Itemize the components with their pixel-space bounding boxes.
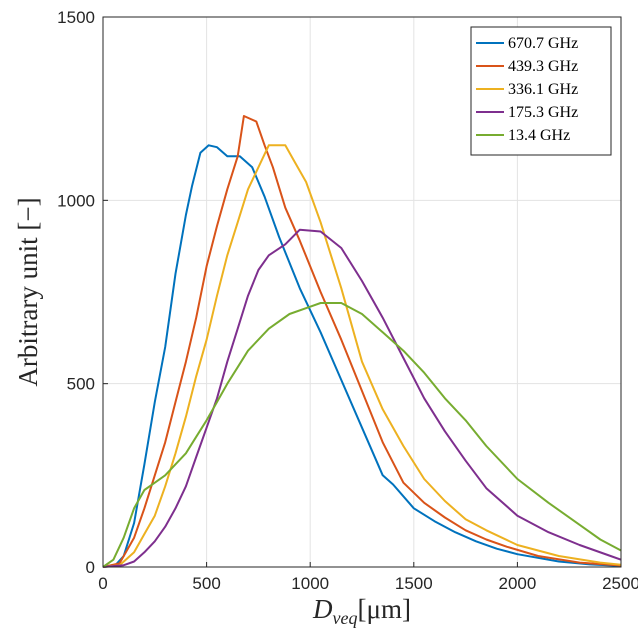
legend-label: 670.7 GHz bbox=[508, 35, 578, 52]
y-tick-label: 0 bbox=[86, 558, 95, 577]
x-tick-label: 500 bbox=[192, 574, 220, 593]
x-tick-label: 1000 bbox=[291, 574, 329, 593]
series-line-2 bbox=[102, 115, 622, 568]
series-line-4 bbox=[102, 228, 622, 568]
series-lines bbox=[102, 115, 622, 568]
series-line-3 bbox=[102, 144, 622, 568]
legend-label: 336.1 GHz bbox=[508, 81, 578, 98]
y-axis-title: Arbitrary unit [−] bbox=[13, 197, 43, 386]
legend-box bbox=[470, 26, 612, 156]
plot-area-border bbox=[102, 16, 622, 568]
y-tick-label: 1500 bbox=[57, 8, 95, 27]
series-line-5 bbox=[102, 302, 622, 568]
axis-ticks: 0 500 1000 1500 2000 2500 0 500 1000 1500 bbox=[57, 8, 638, 593]
series-line-1 bbox=[102, 144, 622, 568]
y-tick-label: 500 bbox=[67, 375, 95, 394]
legend: 670.7 GHz 439.3 GHz 336.1 GHz 175.3 GHz 13.4… bbox=[470, 26, 612, 156]
legend-label: 439.3 GHz bbox=[508, 58, 578, 75]
x-axis-title: Dveq[μm] bbox=[312, 594, 411, 628]
x-tick-label: 1500 bbox=[395, 574, 433, 593]
x-tick-label: 0 bbox=[98, 574, 107, 593]
x-tick-label: 2000 bbox=[498, 574, 536, 593]
x-axis-title-unit: [μm] bbox=[358, 594, 411, 624]
x-axis-title-subscript: veq bbox=[333, 608, 358, 628]
legend-label: 175.3 GHz bbox=[508, 104, 578, 121]
x-axis-title-symbol: D bbox=[312, 594, 333, 624]
y-tick-label: 1000 bbox=[57, 191, 95, 210]
x-tick-label: 2500 bbox=[602, 574, 638, 593]
legend-label: 13.4 GHz bbox=[508, 127, 570, 144]
